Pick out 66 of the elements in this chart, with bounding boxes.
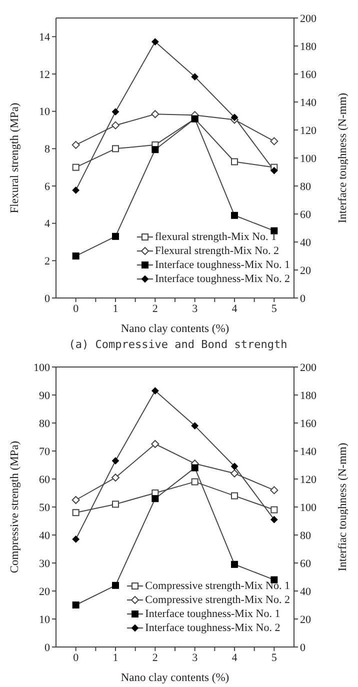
legend-label: Interface toughness-Mix No. 1 <box>154 259 290 271</box>
y2-tick-label: 140 <box>300 446 317 458</box>
x-axis-title: Nano clay contents (%) <box>120 672 230 684</box>
legend-label: Interface toughness-Mix No. 2 <box>154 273 290 285</box>
x-tick-label: 0 <box>73 302 80 315</box>
y-tick-label: 6 <box>44 180 50 193</box>
x-tick-label: 1 <box>112 302 118 315</box>
legend-label: flexural strength-Mix No. 1 <box>154 231 277 243</box>
y2-tick-label: 100 <box>300 502 317 514</box>
y2-tick-label: 60 <box>300 558 312 570</box>
legend-label: Compressive strength-Mix No. 1 <box>145 580 290 592</box>
y2-tick-label: 60 <box>300 208 312 221</box>
legend-label: Interface toughness-Mix No. 2 <box>145 622 280 634</box>
x-tick-label: 2 <box>152 652 158 664</box>
y-tick-label: 50 <box>39 502 50 514</box>
y2-tick-label: 0 <box>300 292 306 305</box>
y2-tick-label: 200 <box>300 362 317 374</box>
y-tick-label: 4 <box>44 218 50 230</box>
y2-tick-label: 100 <box>300 152 317 165</box>
y-tick-label: 0 <box>44 642 50 654</box>
x-tick-label: 1 <box>112 652 118 664</box>
y2-tick-label: 180 <box>300 390 317 402</box>
y-tick-label: 20 <box>39 586 50 598</box>
x-tick-label: 4 <box>232 652 238 664</box>
y-tick-label: 30 <box>39 558 50 570</box>
y-tick-label: 70 <box>39 446 50 458</box>
y-axis-title: Compressive strength (MPa) <box>9 440 22 574</box>
y-tick-label: 80 <box>39 418 50 430</box>
y2-tick-label: 120 <box>300 474 317 486</box>
y2-tick-label: 20 <box>300 614 312 626</box>
y2-tick-label: 160 <box>300 418 317 430</box>
y2-tick-label: 120 <box>300 124 317 137</box>
y2-tick-label: 80 <box>300 530 312 542</box>
y2-tick-label: 180 <box>300 40 317 53</box>
y-axis-title: Flexural strength (MPa) <box>9 102 22 214</box>
y2-tick-label: 160 <box>300 68 317 81</box>
y-tick-label: 90 <box>39 390 50 402</box>
x-tick-label: 4 <box>232 302 238 315</box>
y2-tick-label: 200 <box>300 12 317 25</box>
y2-tick-label: 0 <box>300 642 306 654</box>
y-tick-label: 10 <box>39 614 50 626</box>
x-tick-label: 5 <box>271 302 278 315</box>
x-tick-label: 2 <box>152 302 158 315</box>
y-tick-label: 60 <box>39 474 50 486</box>
y-tick-label: 10 <box>39 106 50 118</box>
y-tick-label: 100 <box>34 362 50 374</box>
x-tick-label: 3 <box>192 302 198 315</box>
y2-tick-label: 40 <box>300 236 312 249</box>
legend-label: Flexural strength-Mix No. 2 <box>154 245 280 257</box>
legend-label: Interface toughness-Mix No. 1 <box>145 608 280 620</box>
y-tick-label: 14 <box>39 32 50 44</box>
y-tick-label: 2 <box>44 256 50 268</box>
text: (a) Compressive and Bond strength <box>68 338 288 351</box>
x-tick-label: 0 <box>73 652 80 664</box>
y-tick-label: 12 <box>39 68 50 81</box>
legend-label: Compressive strength-Mix No. 2 <box>145 594 290 606</box>
y-tick-label: 40 <box>39 530 50 542</box>
y-tick-label: 0 <box>44 292 50 305</box>
y2-tick-label: 80 <box>300 180 312 193</box>
x-axis-title: Nano clay contents (%) <box>120 323 230 335</box>
y2-tick-label: 140 <box>300 96 317 109</box>
y2-tick-label: 20 <box>300 264 312 277</box>
y2-tick-label: 40 <box>300 586 312 598</box>
x-tick-label: 5 <box>271 652 278 664</box>
y-tick-label: 8 <box>44 144 50 156</box>
x-tick-label: 3 <box>192 652 198 664</box>
